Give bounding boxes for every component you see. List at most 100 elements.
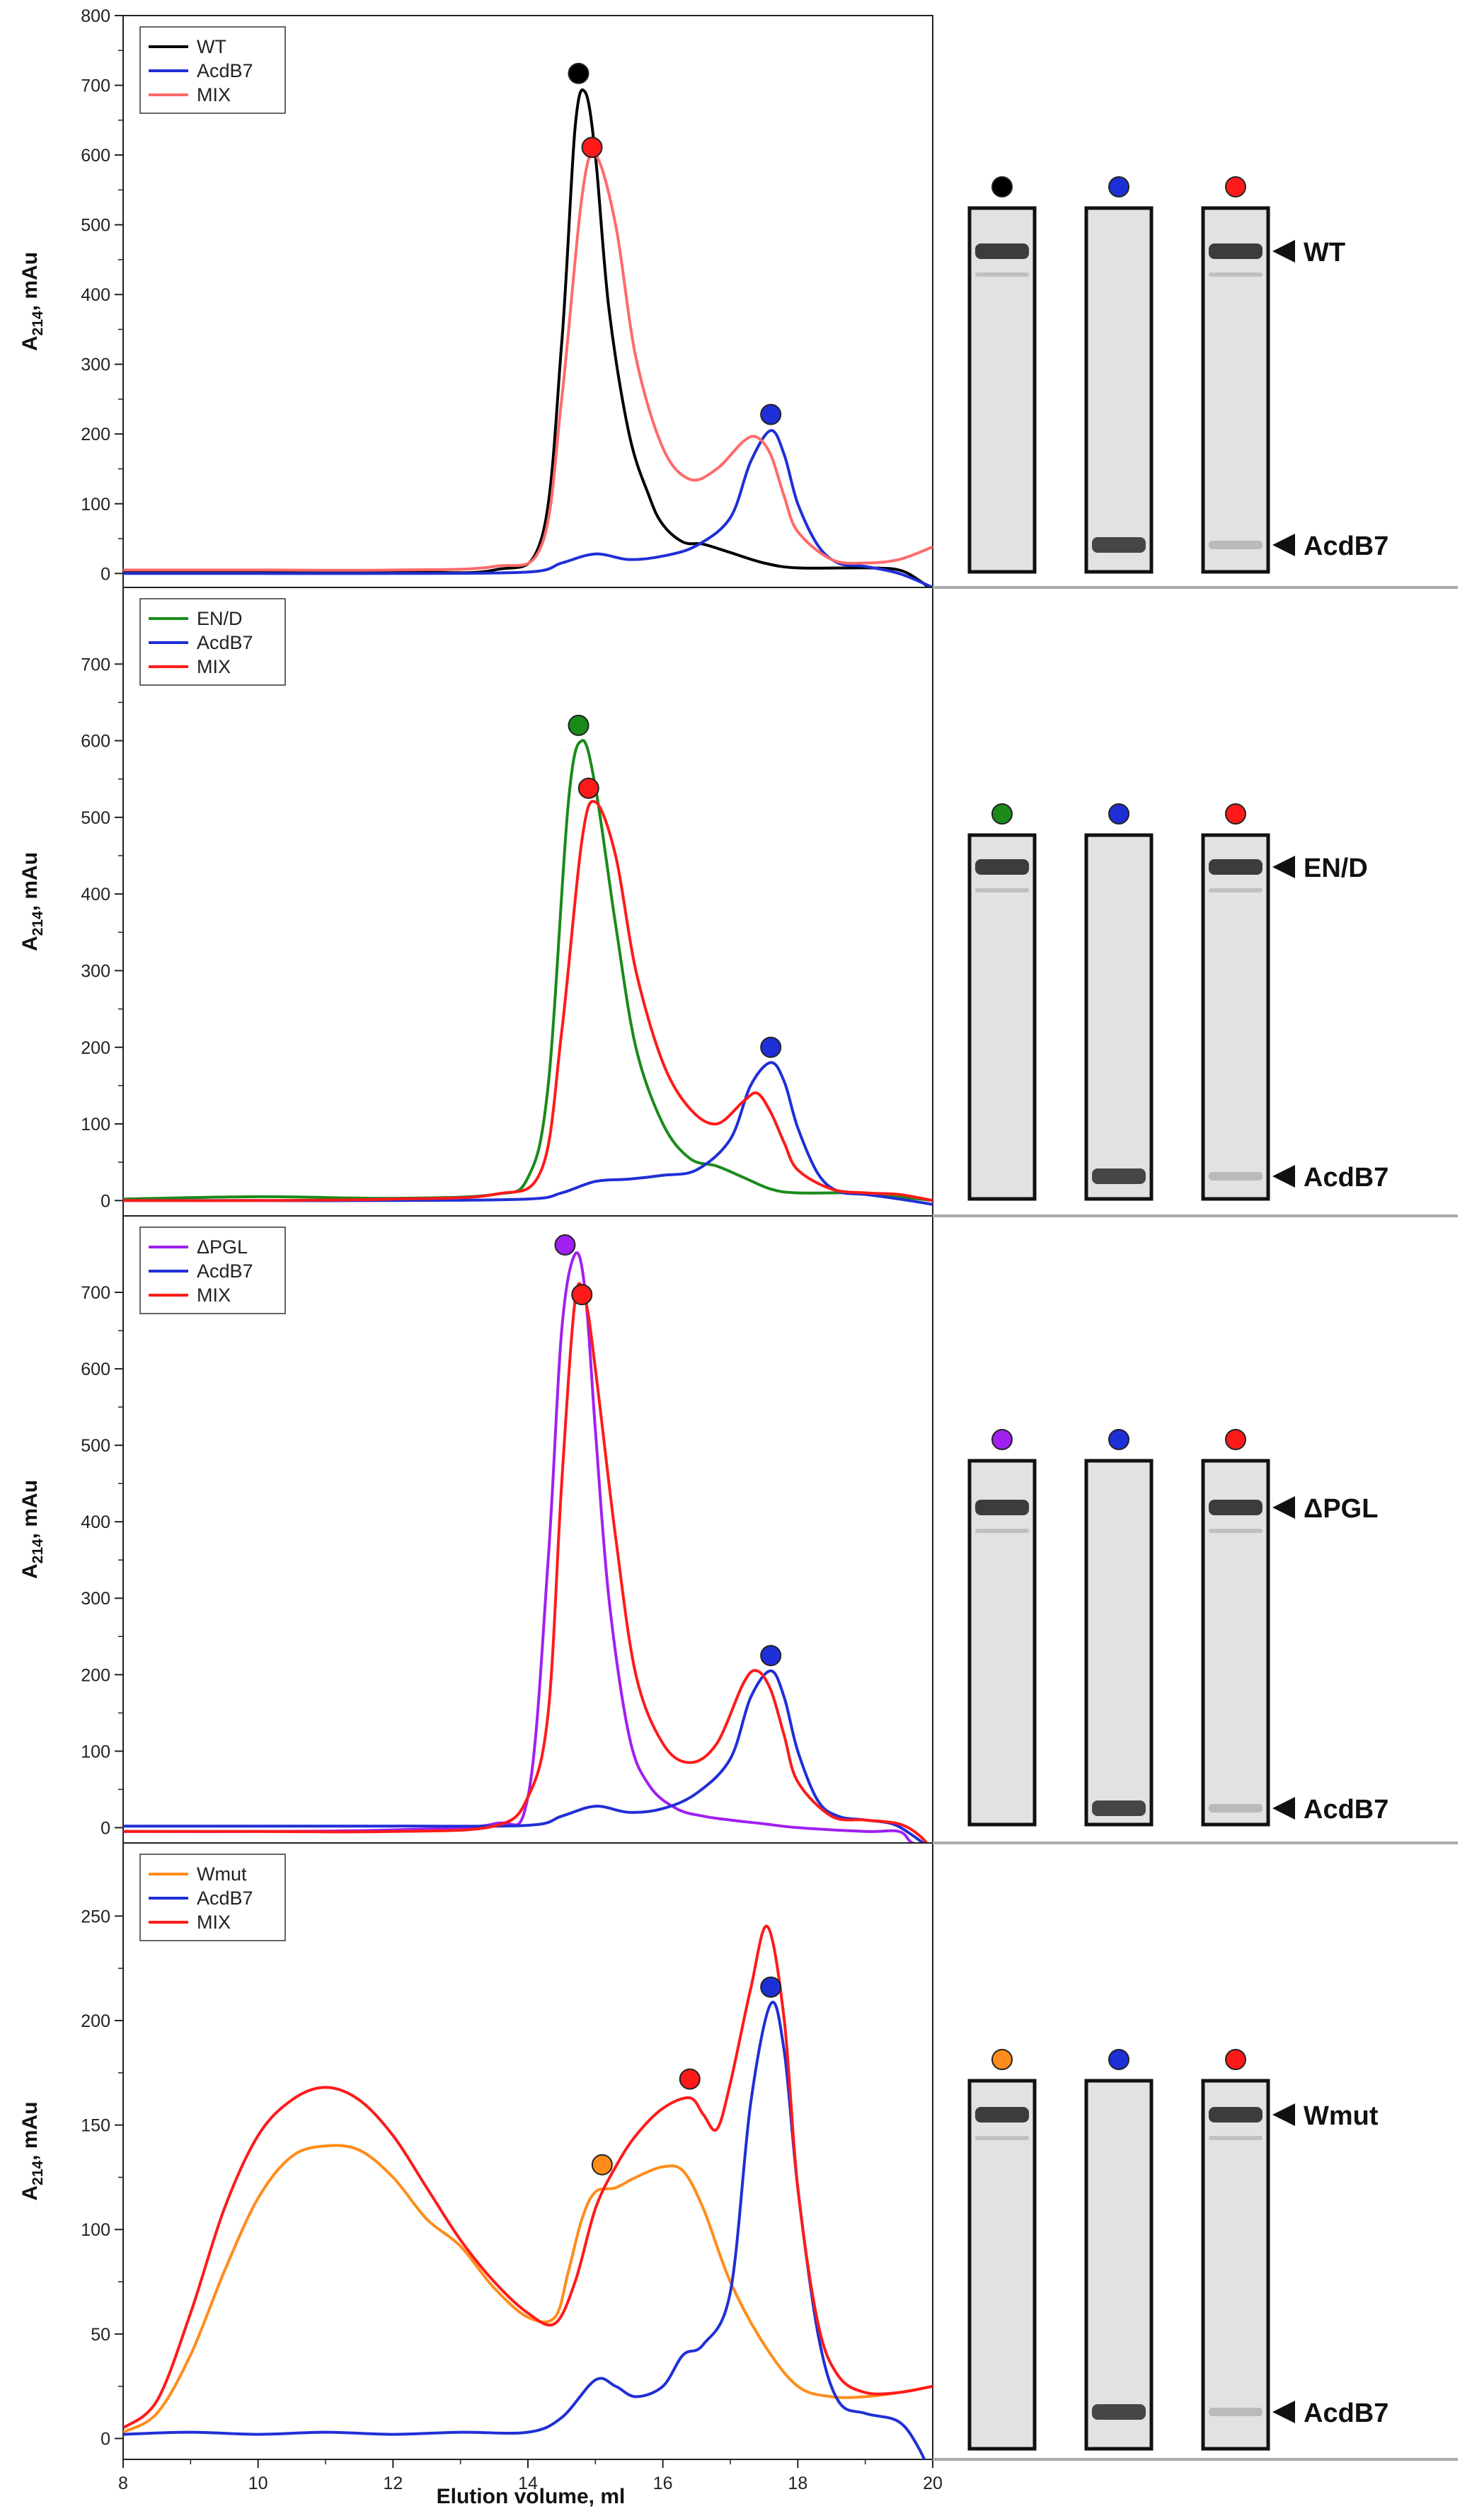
y-tick-label: 100 [81,1115,110,1135]
y-tick-label: 600 [81,146,110,166]
series-line-AcdB7 [123,1061,933,1206]
peak-marker-AcdB7 [760,1036,782,1058]
lower-band-label: AcdB7 [1304,1163,1388,1193]
upper-band [1209,859,1262,875]
gel-lane-3 [1201,176,1270,574]
y-tick-label: 0 [100,1818,110,1838]
y-tick-label: 500 [81,808,110,828]
y-tick-label: 150 [81,2116,110,2136]
y-axis-title-subscript: 214 [30,311,46,335]
upper-band-label: Wmut [1304,2101,1379,2131]
legend-label: EN/D [197,608,243,629]
lower-band [1209,2408,1262,2416]
lane-color-dot [1225,176,1246,197]
lower-band-label: AcdB7 [1304,532,1388,561]
y-axis-title-subscript: 214 [30,911,46,936]
y-axis-title: A214, mAu [18,1480,46,1579]
y-tick-label: 300 [81,1589,110,1609]
legend-label: MIX [197,84,231,105]
y-axis-title-main: A [18,335,42,351]
x-tick-label: 10 [248,2474,268,2493]
upper-band [1209,1500,1262,1515]
lane-color-dot [1225,1429,1246,1450]
x-tick-label: 16 [653,2474,673,2493]
peak-marker-AcdB7 [760,1645,782,1667]
x-tick-label: 8 [118,2474,128,2493]
lower-arrow-icon [1272,1797,1295,1820]
y-axis-title-unit: , mAu [18,1480,42,1539]
minor-band [1209,272,1262,277]
x-tick-label: 18 [788,2474,807,2493]
peak-marker-ΔPGL [554,1234,576,1256]
gel-lane-3 [1201,803,1270,1201]
y-axis-title: A214, mAu [18,852,46,951]
y-tick-label: 400 [81,1512,110,1532]
y-tick-label: 600 [81,732,110,752]
gel-panel-4: Wmut AcdB7 [967,2049,1388,2451]
y-tick-label: 300 [81,355,110,375]
y-axis-title-unit: , mAu [18,2101,42,2160]
minor-band [975,1529,1029,1533]
lower-arrow-icon [1272,1165,1295,1188]
y-axis-title-subscript: 214 [30,2161,46,2185]
y-axis-title-main: A [18,1563,42,1579]
legend-label: AcdB7 [197,1888,253,1909]
y-axis-title-unit: , mAu [18,852,42,911]
chromatogram-panel-3: 0 100 200 300 400 500 600 700 A214, mAu ΔPGLAcdB7… [18,1215,933,1844]
series-line-Wmut [123,2144,933,2434]
y-tick-label: 200 [81,2011,110,2031]
y-tick-label: 500 [81,216,110,236]
lower-band [1092,2404,1146,2420]
series-line-ΔPGL [123,1251,917,1843]
x-axis-title: Elution volume, ml [437,2485,626,2508]
upper-arrow-icon [1272,856,1295,878]
x-tick-label: 14 [518,2474,538,2493]
series-line-MIX [123,1924,933,2430]
legend-label: AcdB7 [197,1260,253,1282]
lane-color-dot [991,2049,1013,2070]
lower-arrow-icon [1272,534,1295,556]
y-axis-title: A214, mAu [18,252,46,351]
y-tick-label: 200 [81,1038,110,1058]
lower-band-label: AcdB7 [1304,1795,1388,1825]
y-axis-title: A214, mAu [18,2101,46,2200]
y-tick-label: 0 [100,564,110,584]
gel-lane-frame [1084,1459,1154,1827]
peak-marker-MIX [581,137,603,159]
lower-band [1092,1168,1146,1184]
y-tick-label: 100 [81,2220,110,2240]
lower-band [1092,1800,1146,1816]
peak-marker-MIX [679,2068,701,2090]
upper-band [1209,2107,1262,2122]
minor-band [1209,1529,1262,1533]
upper-band [1209,243,1262,259]
lane-color-dot [1225,2049,1246,2070]
y-tick-label: 0 [100,1191,110,1211]
gel-lane-1 [967,803,1037,1201]
y-tick-label: 600 [81,1360,110,1379]
y-tick-label: 700 [81,655,110,674]
legend-label: WT [197,36,226,57]
y-axis-title-main: A [18,936,42,951]
upper-band-label: EN/D [1304,854,1368,883]
y-tick-label: 800 [81,6,110,26]
y-tick-label: 700 [81,1283,110,1303]
y-tick-label: 200 [81,1665,110,1685]
gel-panel-3: ΔPGL AcdB7 [967,1429,1388,1827]
y-tick-label: 400 [81,285,110,305]
gel-lane-frame [967,206,1037,574]
gel-panels: WT AcdB7 EN/D AcdB7 ΔPGL AcdB7 Wmut AcdB7 [967,176,1388,2451]
y-tick-label: 50 [91,2325,110,2345]
lower-arrow-icon [1272,2401,1295,2423]
x-tick-label: 12 [383,2474,403,2493]
gel-lane-frame [967,833,1037,1201]
legend-label: ΔPGL [197,1236,248,1258]
chromatogram-panel-2: 0 100 200 300 400 500 600 700 A214, mAu EN/D AcdB7… [18,587,933,1217]
lower-band-label: AcdB7 [1304,2399,1388,2428]
upper-band-label: WT [1304,238,1345,268]
lane-color-dot [1108,176,1129,197]
y-tick-label: 300 [81,961,110,981]
series-line-AcdB7 [123,2001,926,2459]
